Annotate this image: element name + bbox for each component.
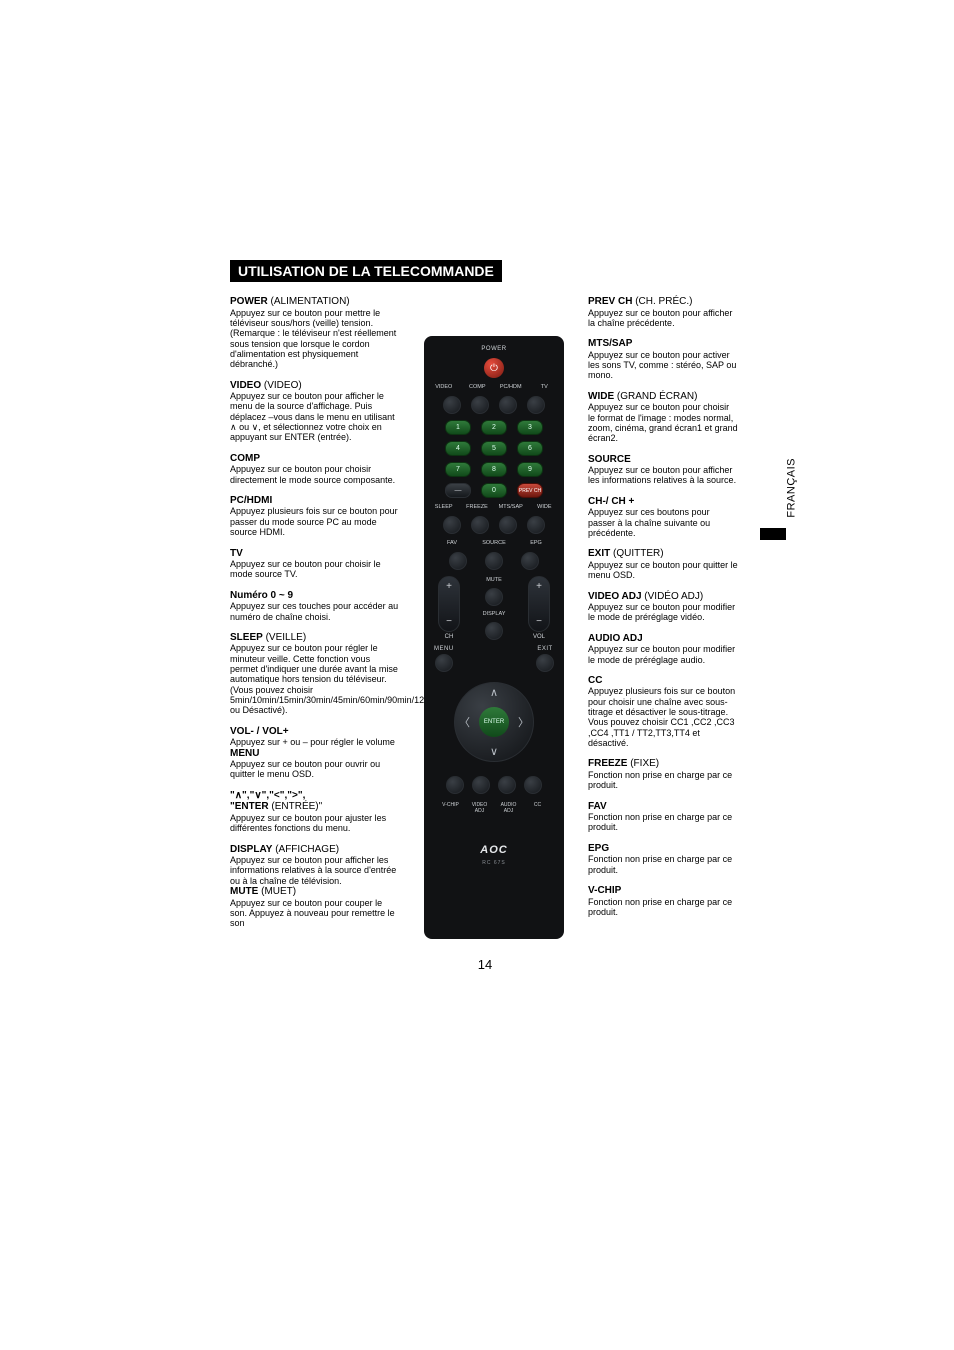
prevch-button: PREV CH [517, 483, 543, 498]
audioadj-button [498, 776, 516, 794]
menu-button [435, 654, 453, 672]
entry-cc: CC Appuyez plusieurs fois sur ce bouton … [588, 675, 738, 749]
pchdmi-button [499, 396, 517, 414]
entry-wide: WIDE (GRAND ÉCRAN) Appuyez sur ce bouton… [588, 391, 738, 444]
brand-model: RC 67S [482, 860, 506, 866]
fav-button [449, 552, 467, 570]
rocker-section: +− CH MUTE DISPLAY +− VOL [432, 576, 556, 640]
entry-vchip: V-CHIP Fonction non prise en charge par … [588, 885, 738, 917]
entry-tv: TV Appuyez sur ce bouton pour choisir le… [230, 548, 400, 580]
mtssap-button [499, 516, 517, 534]
vol-rocker: +− [528, 576, 550, 632]
source-labels: VIDEOCOMPPC/HDMTV [432, 384, 556, 390]
row2-buttons [432, 516, 556, 534]
num-3: 3 [517, 420, 543, 435]
source-buttons [432, 396, 556, 414]
entry-display-mute: DISPLAY (AFFICHAGE) Appuyez sur ce bouto… [230, 844, 400, 929]
entry-arrows-enter: "∧","∨","<",">", "ENTER (ENTRÉE)" Appuye… [230, 790, 400, 834]
mute-button [485, 588, 503, 606]
num-9: 9 [517, 462, 543, 477]
right-column: PREV CH (CH. PRÉC.) Appuyez sur ce bouto… [588, 296, 738, 939]
num-8: 8 [481, 462, 507, 477]
bottom-buttons [446, 776, 542, 794]
arrow-left-icon: 〈 [459, 714, 470, 730]
entry-audioadj: AUDIO ADJ Appuyez sur ce bouton pour mod… [588, 633, 738, 665]
entry-vol-menu: VOL- / VOL+ Appuyez sur + ou – pour régl… [230, 726, 400, 780]
entry-epg: EPG Fonction non prise en charge par ce … [588, 843, 738, 875]
num-0: 0 [481, 483, 507, 498]
num-6: 6 [517, 441, 543, 456]
page-number: 14 [230, 957, 740, 972]
tv-button [527, 396, 545, 414]
left-column: POWER (ALIMENTATION) Appuyez sur ce bout… [230, 296, 400, 939]
display-button [485, 622, 503, 640]
entry-freeze: FREEZE (FIXE) Fonction non prise en char… [588, 758, 738, 790]
entry-videoadj: VIDEO ADJ (VIDÉO ADJ) Appuyez sur ce bou… [588, 591, 738, 623]
dpad: ∧ ∨ 〈 〉 ENTER [454, 682, 534, 762]
arrow-up-icon: ∧ [490, 686, 498, 699]
entry-numbers: Numéro 0 ~ 9 Appuyez sur ces touches pou… [230, 590, 400, 622]
row3-buttons [432, 552, 556, 570]
ch-rocker: +− [438, 576, 460, 632]
num-4: 4 [445, 441, 471, 456]
videoadj-button [472, 776, 490, 794]
entry-exit: EXIT (QUITTER) Appuyez sur ce bouton pou… [588, 548, 738, 580]
entry-fav: FAV Fonction non prise en charge par ce … [588, 801, 738, 833]
language-tab: FRANÇAIS [786, 458, 798, 518]
entry-sleep: SLEEP (VEILLE) Appuyez sur ce bouton pou… [230, 632, 400, 716]
row2-labels: SLEEPFREEZEMTS/SAPWIDE [432, 504, 556, 510]
cc-button [524, 776, 542, 794]
num-5: 5 [481, 441, 507, 456]
language-tab-marker [760, 528, 786, 540]
power-button: ⏻ [484, 358, 504, 378]
entry-pchdmi: PC/HDMI Appuyez plusieurs fois sur ce bo… [230, 495, 400, 538]
entry-video: VIDEO (VIDEO) Appuyez sur ce bouton pour… [230, 380, 400, 443]
entry-prevch: PREV CH (CH. PRÉC.) Appuyez sur ce bouto… [588, 296, 738, 328]
epg-button [521, 552, 539, 570]
vchip-button [446, 776, 464, 794]
number-pad: 1 2 3 4 5 6 7 8 9 — 0 PREV CH [445, 420, 543, 498]
freeze-button [471, 516, 489, 534]
entry-comp: COMP Appuyez sur ce bouton pour choisir … [230, 453, 400, 485]
row3-labels: FAVSOURCEEPG [432, 540, 556, 546]
power-label: POWER [481, 346, 506, 352]
comp-button [471, 396, 489, 414]
exit-button [536, 654, 554, 672]
arrow-right-icon: 〉 [518, 714, 529, 730]
num-7: 7 [445, 462, 471, 477]
menu-exit-row: MENU EXIT [432, 646, 556, 672]
entry-source: SOURCE Appuyez sur ce bouton pour affich… [588, 454, 738, 486]
dash-button: — [445, 483, 471, 498]
remote-illustration: POWER ⏻ VIDEOCOMPPC/HDMTV 1 2 3 4 5 [424, 336, 564, 939]
manual-page: UTILISATION DE LA TELECOMMANDE POWER (AL… [230, 260, 740, 972]
sleep-button [443, 516, 461, 534]
video-button [443, 396, 461, 414]
num-2: 2 [481, 420, 507, 435]
bottom-labels: V-CHIP VIDEO ADJ AUDIO ADJ CC [440, 802, 549, 814]
entry-mtssap: MTS/SAP Appuyez sur ce bouton pour activ… [588, 338, 738, 381]
arrow-down-icon: ∨ [490, 745, 498, 758]
enter-button: ENTER [479, 707, 509, 737]
entry-power: POWER (ALIMENTATION) Appuyez sur ce bout… [230, 296, 400, 370]
wide-button [527, 516, 545, 534]
source-button [485, 552, 503, 570]
brand-logo: AOC [480, 844, 507, 856]
section-title: UTILISATION DE LA TELECOMMANDE [230, 260, 502, 282]
entry-ch: CH-/ CH + Appuyez sur ces boutons pour p… [588, 496, 738, 539]
num-1: 1 [445, 420, 471, 435]
